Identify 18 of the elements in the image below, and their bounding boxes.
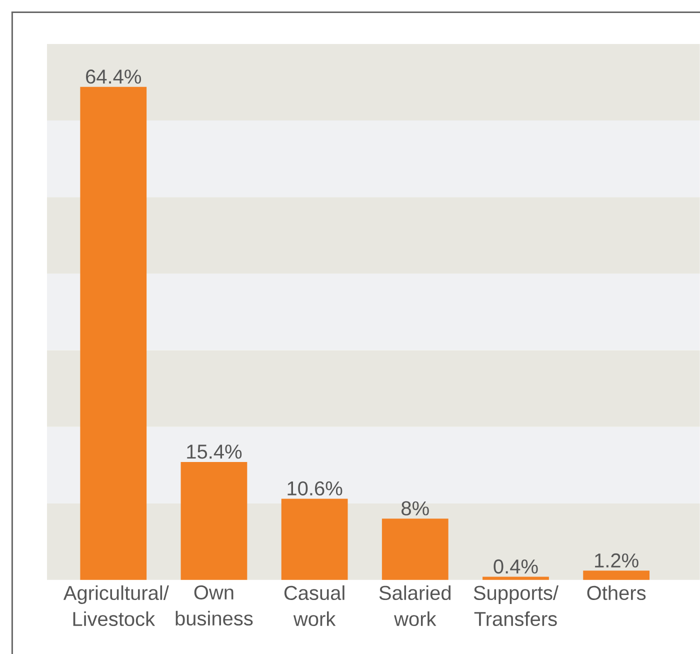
x-tick-label: Casual work [284,585,344,626]
data-label: 8% [402,501,429,516]
data-label: 64.4% [86,70,141,84]
x-tick-label: Own business [176,585,253,626]
x-tick-label: Agricultural/ Livestock [63,585,169,626]
x-tick-label: Salaried work [379,585,451,626]
bar [281,498,348,580]
bar [180,462,248,580]
x-tick-label: Others [587,585,646,600]
bar [482,576,549,580]
data-label: 10.6% [288,481,342,496]
data-label: 15.4% [187,444,242,459]
bar [382,518,448,580]
bar [583,570,650,580]
x-tick-label: Supports/ Transfers [474,585,559,626]
data-label: 0.4% [494,559,538,574]
data-label: 1.2% [595,553,638,568]
bar [80,86,147,580]
